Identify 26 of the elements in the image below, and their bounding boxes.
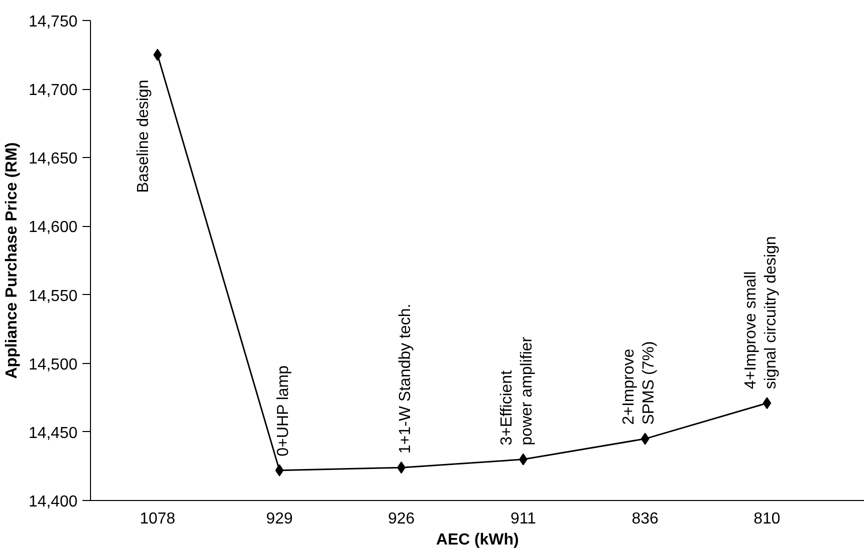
point (275, 464, 284, 476)
point (640, 432, 650, 445)
x-axis-title: AEC (kWh) (436, 532, 519, 548)
annotation: 0+UHP lamp (274, 365, 292, 456)
x-tick-label: 810 (754, 510, 780, 528)
y-tick-label: 14,650 (28, 150, 78, 168)
annotation: Baseline design (135, 80, 152, 193)
x-tick-label: 836 (632, 510, 659, 528)
point (762, 397, 772, 410)
y-tick-label: 14,700 (28, 82, 78, 100)
x-tick-label: 911 (510, 510, 536, 528)
y-tick-label: 14,450 (28, 424, 78, 442)
annotation: 3+Efficient power amplifier (498, 336, 536, 446)
y-tick-label: 14,750 (28, 14, 78, 30)
annotation: 1+1-W Standby tech. (396, 304, 414, 454)
y-tick-label: 14,600 (28, 219, 78, 236)
x-tick-label: 926 (388, 510, 415, 528)
y-axis-title: Appliance Purchase Price (RM) (4, 142, 21, 379)
y-tick-label: 14,400 (28, 494, 78, 510)
y-tick-label: 14,500 (28, 356, 78, 374)
point (153, 48, 162, 61)
x-tick-label: 1078 (140, 510, 176, 528)
y-tick-label: 14,550 (28, 288, 78, 305)
annotation: 2+Improve SPMS (7%) (620, 341, 658, 425)
x-tick-label: 929 (266, 510, 293, 528)
annotation: 4+Improve small signal circuitry design (742, 236, 780, 390)
